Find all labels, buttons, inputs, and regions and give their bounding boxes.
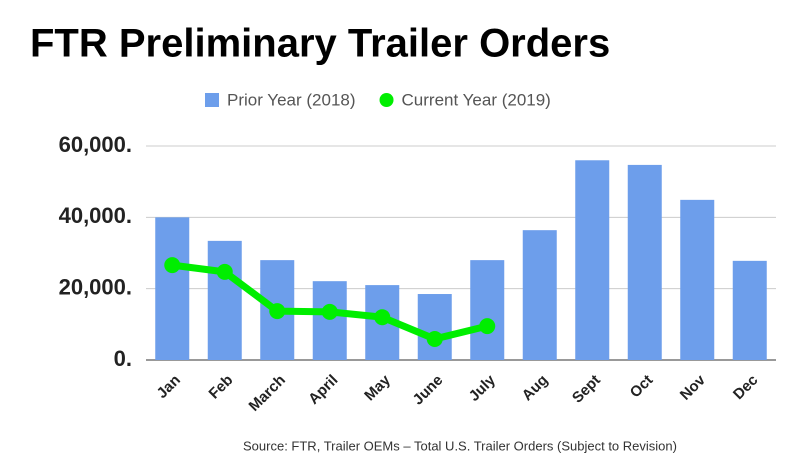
line-point bbox=[426, 330, 443, 347]
x-tick-label: Nov bbox=[677, 371, 710, 404]
x-tick-label: Oct bbox=[627, 372, 657, 402]
legend-swatch bbox=[205, 93, 219, 107]
x-tick-label: June bbox=[410, 372, 447, 409]
x-tick-label: Feb bbox=[206, 372, 237, 403]
legend-label: Prior Year (2018) bbox=[227, 90, 356, 109]
line-point bbox=[216, 263, 233, 280]
x-tick-label: Sept bbox=[569, 372, 604, 407]
y-tick-label: 40,000. bbox=[59, 203, 132, 228]
y-tick-label: 0. bbox=[114, 346, 132, 371]
x-tick-label: April bbox=[305, 372, 341, 408]
y-tick-label: 60,000. bbox=[59, 132, 132, 157]
x-tick-label: July bbox=[466, 371, 500, 405]
line-point bbox=[479, 318, 496, 335]
bar bbox=[312, 281, 347, 360]
line-point bbox=[374, 309, 391, 326]
bar bbox=[522, 230, 557, 360]
legend-swatch bbox=[379, 93, 394, 107]
x-tick-label: Jan bbox=[154, 372, 184, 402]
line-point bbox=[164, 257, 181, 274]
bar bbox=[732, 260, 767, 360]
chart-title: FTR Preliminary Trailer Orders bbox=[30, 22, 610, 66]
bar bbox=[207, 240, 242, 360]
bar bbox=[627, 164, 662, 360]
bar bbox=[470, 260, 505, 360]
x-tick-label: May bbox=[361, 371, 394, 404]
legend-label: Current Year (2019) bbox=[402, 90, 551, 109]
source-note: Source: FTR, Trailer OEMs – Total U.S. T… bbox=[243, 438, 677, 453]
x-tick-label: Aug bbox=[519, 372, 552, 405]
bar bbox=[575, 160, 610, 360]
line-point bbox=[269, 303, 286, 320]
y-tick-label: 20,000. bbox=[59, 274, 132, 299]
line-point bbox=[321, 303, 338, 320]
bar bbox=[417, 294, 452, 360]
bar bbox=[680, 199, 715, 360]
bar bbox=[155, 217, 190, 360]
x-tick-label: March bbox=[246, 372, 289, 415]
x-tick-label: Dec bbox=[730, 372, 761, 403]
